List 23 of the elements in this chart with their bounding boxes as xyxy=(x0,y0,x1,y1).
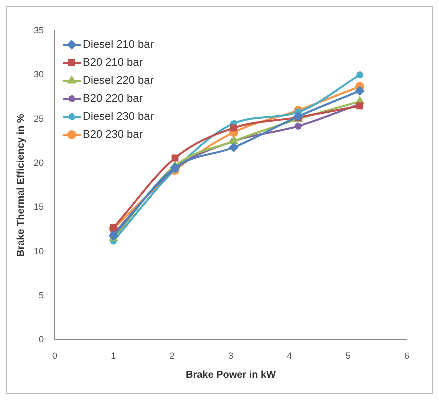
x-axis-title: Brake Power in kW xyxy=(186,370,277,381)
y-tick-label: 30 xyxy=(34,70,44,80)
y-tick-label: 25 xyxy=(34,114,44,124)
y-tick-label: 10 xyxy=(34,246,44,256)
legend-label: Diesel 210 bar xyxy=(83,39,154,52)
y-tick-label: 15 xyxy=(34,202,44,212)
y-tick-label: 35 xyxy=(34,25,44,36)
legend-label: B20 230 bar xyxy=(83,129,144,142)
y-tick-label: 5 xyxy=(38,290,44,301)
legend-label: B20 220 bar xyxy=(83,93,144,106)
x-tick-label: 5 xyxy=(346,351,351,362)
x-tick-label: 6 xyxy=(404,351,410,362)
legend-label: B20 210 bar xyxy=(83,57,144,70)
legend-label: Diesel 230 bar xyxy=(83,111,154,124)
legend-label: Diesel 220 bar xyxy=(83,75,154,88)
y-tick-label: 0 xyxy=(38,334,44,345)
x-tick-label: 4 xyxy=(287,351,292,362)
y-tick-label: 20 xyxy=(34,158,44,168)
y-axis-title: Brake Thermal Efficiency in % xyxy=(16,114,27,258)
x-tick-label: 0 xyxy=(52,351,58,362)
x-tick-label: 3 xyxy=(228,351,234,362)
x-tick-label: 2 xyxy=(170,351,175,362)
x-tick-label: 1 xyxy=(111,351,116,362)
